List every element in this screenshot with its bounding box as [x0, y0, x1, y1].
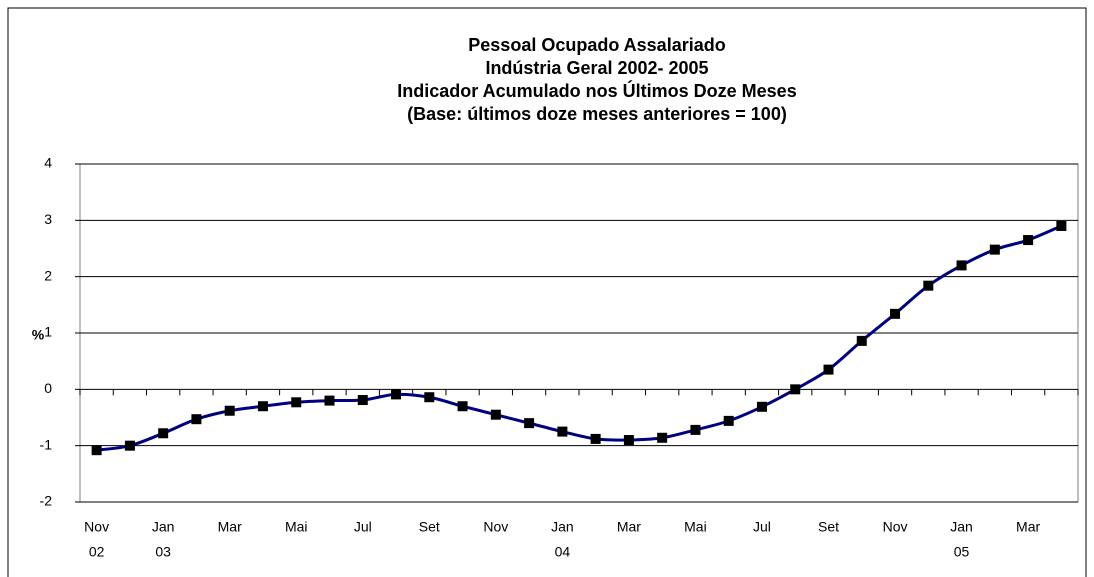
y-tick-label: -2 — [40, 493, 53, 509]
x-tick-year: 02 — [89, 544, 105, 560]
x-tick-label: Jan — [950, 519, 973, 535]
point-marker — [989, 244, 1000, 255]
x-tick-label: Mai — [684, 519, 707, 535]
x-tick-year: 03 — [155, 544, 171, 560]
point-marker — [357, 395, 368, 406]
chart-title: (Base: últimos doze meses anteriores = 1… — [407, 104, 787, 124]
y-tick-label: 1 — [44, 324, 52, 340]
point-marker — [424, 392, 435, 403]
point-marker — [524, 418, 535, 429]
point-marker — [823, 364, 834, 375]
point-marker — [890, 308, 901, 319]
x-tick-label: Set — [818, 519, 839, 535]
point-marker — [391, 389, 402, 400]
point-marker — [91, 445, 102, 456]
y-axis-label: % — [32, 327, 45, 343]
y-tick-label: 3 — [44, 211, 52, 227]
x-tick-label: Mai — [285, 519, 308, 535]
x-tick-label: Nov — [84, 519, 109, 535]
point-marker — [790, 384, 801, 395]
x-tick-year: 04 — [555, 544, 571, 560]
point-marker — [956, 260, 967, 271]
point-marker — [856, 335, 867, 346]
point-marker — [590, 433, 601, 444]
x-tick-label: Set — [419, 519, 440, 535]
point-marker — [1056, 220, 1067, 231]
y-tick-label: 4 — [44, 155, 52, 171]
x-tick-label: Mar — [218, 519, 242, 535]
chart-border — [7, 7, 1087, 577]
point-marker — [457, 401, 468, 412]
x-tick-label: Jul — [753, 519, 771, 535]
chart-title: Indicador Acumulado nos Últimos Doze Mes… — [397, 80, 796, 101]
point-marker — [690, 424, 701, 435]
x-tick-label: Nov — [883, 519, 908, 535]
point-marker — [224, 405, 235, 416]
point-marker — [657, 432, 668, 443]
point-marker — [324, 395, 335, 406]
y-tick-label: 0 — [44, 380, 52, 396]
x-tick-label: Mar — [617, 519, 641, 535]
point-marker — [723, 415, 734, 426]
y-tick-label: -1 — [40, 436, 53, 452]
y-tick-label: 2 — [44, 267, 52, 283]
point-marker — [158, 428, 169, 439]
point-marker — [124, 440, 135, 451]
point-marker — [257, 401, 268, 412]
chart-title: Indústria Geral 2002- 2005 — [485, 58, 708, 78]
x-tick-year: 05 — [954, 544, 970, 560]
series-line — [96, 224, 1062, 452]
x-tick-label: Jan — [551, 519, 574, 535]
x-tick-label: Nov — [483, 519, 508, 535]
x-tick-label: Jan — [152, 519, 175, 535]
x-tick-label: Mar — [1016, 519, 1040, 535]
x-tick-label: Jul — [354, 519, 372, 535]
point-marker — [291, 397, 302, 408]
point-marker — [756, 401, 767, 412]
point-marker — [923, 280, 934, 291]
point-marker — [490, 409, 501, 420]
point-marker — [191, 414, 202, 425]
chart-title: Pessoal Ocupado Assalariado — [468, 35, 725, 55]
point-marker — [1023, 235, 1034, 246]
point-marker — [557, 426, 568, 437]
point-marker — [623, 435, 634, 446]
